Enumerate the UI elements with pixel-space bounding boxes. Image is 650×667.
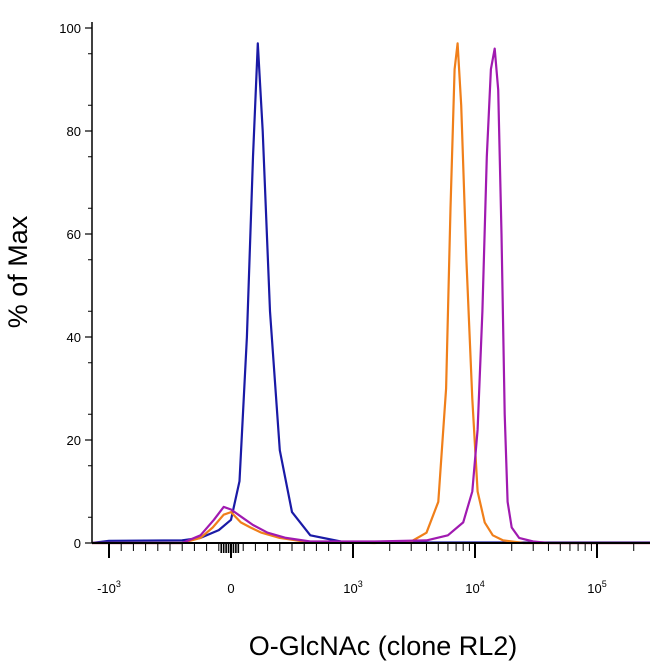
x-axis-title: O-GlcNAc (clone RL2) <box>249 631 518 661</box>
y-tick-label: 0 <box>74 536 81 551</box>
y-tick-label: 40 <box>67 330 81 345</box>
y-tick-label: 60 <box>67 227 81 242</box>
series-line-2 <box>92 42 650 545</box>
x-tick-label: 105 <box>587 579 606 596</box>
plot-area <box>91 42 650 545</box>
y-tick-label: 100 <box>59 21 81 36</box>
series-line-1 <box>91 42 650 545</box>
x-tick-label: -103 <box>97 579 121 596</box>
x-tick-label: 0 <box>227 581 234 596</box>
y-axis-title: % of Max <box>3 215 33 328</box>
axes: 0 20 40 60 80 100 -103 0 103 104 105 <box>59 21 650 596</box>
y-tick-label: 20 <box>67 433 81 448</box>
series-line-3 <box>92 47 650 545</box>
x-tick-label: 103 <box>343 579 362 596</box>
y-tick-label: 80 <box>67 124 81 139</box>
x-tick-label: 104 <box>465 579 484 596</box>
